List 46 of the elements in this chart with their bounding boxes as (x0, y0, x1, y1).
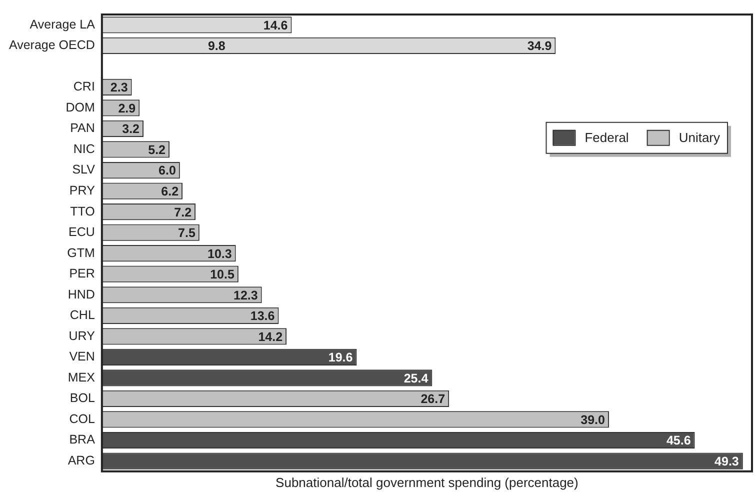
y-tick-label: PER (69, 266, 95, 281)
data-label: 5.2 (148, 142, 166, 157)
y-tick-label: DOM (66, 100, 95, 114)
y-tick-label: PRY (69, 183, 96, 198)
data-label: 25.4 (404, 371, 428, 386)
data-label: 6.2 (161, 184, 179, 198)
data-label: 26.7 (420, 392, 446, 406)
data-label: 19.6 (328, 350, 353, 365)
x-axis-title: Subnational/total government spending (percentage) (276, 474, 578, 490)
y-tick-label: CRI (73, 80, 95, 94)
data-label: 10.3 (207, 246, 232, 261)
data-label: 10.5 (210, 268, 234, 282)
y-tick-label: NIC (73, 142, 95, 156)
y-tick-label: COL (69, 412, 95, 426)
y-tick-label: VEN (69, 350, 95, 364)
data-label: 2.3 (110, 80, 128, 95)
legend-label: Federal (584, 130, 629, 145)
y-tick-label: ECU (68, 225, 95, 240)
y-tick-label: Average OECD (8, 38, 95, 52)
data-label: 2.9 (118, 101, 136, 116)
data-label: 14.2 (258, 330, 283, 344)
data-label: 13.6 (250, 309, 275, 324)
data-label: 3.2 (122, 122, 140, 136)
y-tick-label: Average LA (30, 17, 96, 32)
data-label: 12.3 (233, 288, 258, 302)
data-label: 34.9 (527, 39, 552, 54)
y-tick-label: PAN (70, 121, 95, 136)
legend-label: Unitary (678, 130, 720, 145)
data-label: 14.6 (263, 18, 288, 32)
data-label: 45.6 (666, 434, 691, 448)
y-tick-label: TTO (70, 204, 96, 218)
y-tick-label: CHL (70, 308, 95, 322)
data-label: 39.0 (580, 412, 606, 427)
y-tick-label: BOL (70, 391, 95, 406)
y-tick-label: SLV (72, 162, 96, 177)
y-tick-label: ARG (68, 453, 95, 468)
y-tick-label: MEX (68, 370, 96, 384)
y-tick-label: URY (68, 328, 96, 343)
y-tick-label: GTM (67, 246, 95, 260)
data-label: 49.3 (714, 454, 739, 468)
y-tick-label: HND (68, 287, 95, 302)
annotation: 9.8 (208, 39, 226, 54)
data-label: 7.2 (174, 205, 192, 220)
data-label: 7.5 (178, 226, 196, 240)
y-tick-label: BRA (69, 432, 96, 447)
data-label: 6.0 (158, 164, 176, 178)
